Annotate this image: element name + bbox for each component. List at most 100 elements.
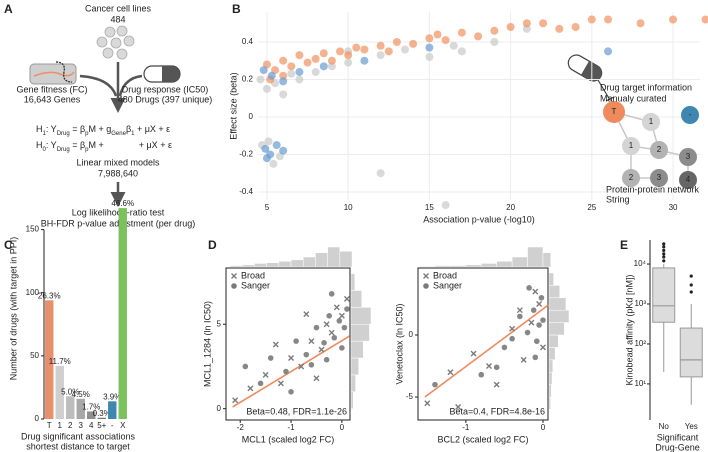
histogram-bar [548,309,570,323]
annotation: Drug target information [600,82,692,92]
point [485,363,492,370]
point [269,159,278,168]
point [425,34,434,43]
point [532,354,539,361]
point [288,388,294,395]
point [287,62,296,71]
point [526,285,532,291]
x-tick-label: 0 [340,423,345,432]
point [232,397,239,404]
fitness-icon [29,61,77,85]
annotation: Manualy curated [600,93,667,103]
plot-frame [417,267,549,421]
equation-part: Gene [111,131,126,137]
network-node [650,141,668,159]
pill-icon [567,54,603,82]
x-tick-label: - [111,421,114,430]
network-node [622,137,640,155]
histogram-bar [450,265,467,268]
point [540,317,546,323]
point [319,49,328,58]
equation-part: p [85,131,89,137]
x-tick-label: 2 [68,421,73,430]
equation-part: Drug [57,147,70,153]
point [522,24,531,33]
point [331,334,338,341]
equation-part: + μX + ε [134,124,170,134]
point [432,381,438,388]
point [509,325,516,332]
outlier [689,274,693,278]
network-node [603,101,625,123]
x-tick-label: 5+ [97,421,106,430]
bar [108,401,117,419]
point [242,363,249,370]
point [352,43,361,52]
point [338,312,345,319]
plot-frame [225,267,351,421]
annotation: Beta=0.4, FDR=4.8e-16 [449,406,545,416]
point [409,39,418,48]
point [425,43,434,52]
point [441,201,450,210]
point [257,380,264,387]
legend-label: Sanger [433,280,462,290]
point [604,15,613,24]
point [319,62,328,71]
test-text: Log likelihood-ratio test [72,207,165,217]
point [669,15,678,24]
annotation: Protein-protein network [606,184,700,194]
point [262,371,269,378]
point [279,146,288,155]
point [490,37,499,46]
point [313,324,320,331]
fitness-title: Gene fitness (FC) [16,84,87,94]
y-tick-label: -0.4 [239,187,253,196]
value-label: 5.0% [61,387,79,396]
point [455,403,462,410]
adjust-text: BH-FDR p-value adjustment (per drug) [41,218,196,228]
histogram-bar [481,263,497,268]
y-axis-label: Number of drugs (with target in PPI) [8,237,18,381]
y-tick-label: -0.2 [239,150,253,159]
point [323,321,330,328]
value-label: 46.6% [111,199,134,208]
point [360,56,369,65]
point [341,324,348,331]
point [604,47,613,56]
x-tick-label: 25 [587,203,596,212]
point [262,84,271,93]
point [267,355,274,361]
x-tick-label: 1 [58,421,63,430]
legend-marker [231,273,237,279]
box [679,327,703,378]
outlier [662,255,666,259]
equation-part: H [36,124,43,134]
network-node-label: 3 [657,173,662,182]
legend-marker [423,273,429,279]
point [433,30,442,39]
point [493,381,500,388]
point [536,300,543,307]
histogram-bar [548,285,561,299]
point [279,71,288,80]
x-axis-label: shortest distance to target [26,441,130,451]
point [509,335,515,342]
y-tick-label: 100 [26,288,40,297]
histogram-bar [548,384,552,398]
point [256,75,265,84]
histogram-bar [242,264,255,268]
models-count: 7,988,640 [98,168,138,178]
x-tick-label: 4 [89,421,94,430]
equation-part: M + g [88,124,111,134]
point [279,77,288,86]
point [295,51,304,60]
outlier [662,259,666,263]
point [303,351,310,358]
point [247,385,254,392]
histogram-bar [350,357,359,376]
network-node-label: 2 [629,173,634,182]
histogram-bar [350,273,356,291]
y-axis-label: Venetoclax (ln IC50) [394,303,404,384]
